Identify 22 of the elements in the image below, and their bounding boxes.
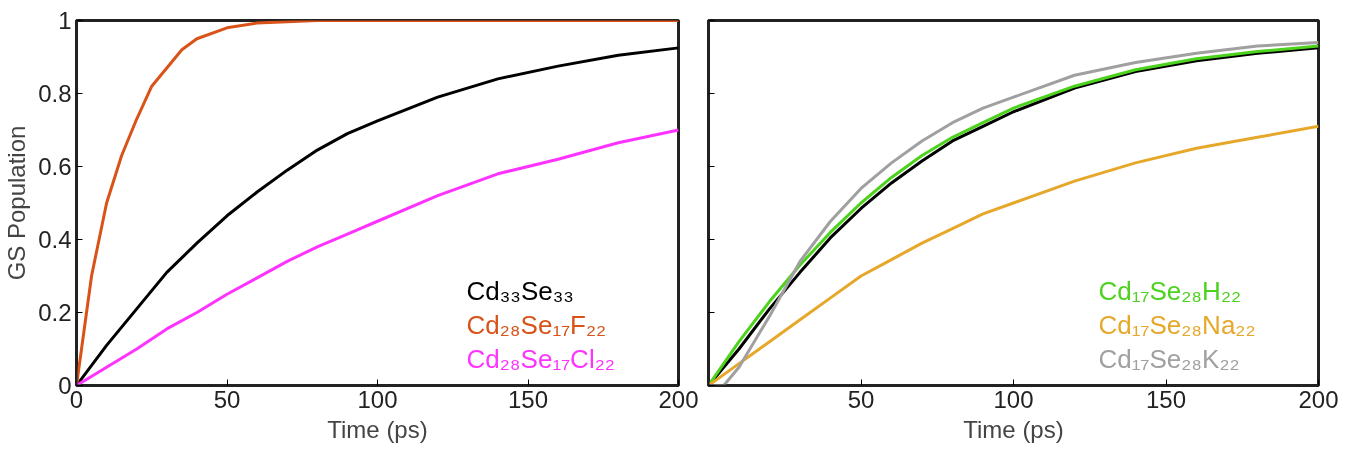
text: Cd₂₈Se₁₇Cl₂₂ [466,343,615,374]
x-tick-label: 150 [507,385,549,413]
x-tick-label: 50 [213,385,241,413]
x-axis-title: Time (ps) [963,415,1064,443]
x-tick-label: 50 [847,385,875,413]
text: Cd₁₇Se₂₈K₂₂ [1098,343,1240,374]
text: Cd₁₇Se₂₈Na₂₂ [1098,309,1256,340]
x-tick-label: 200 [658,385,699,413]
y-tick-label: 0.6 [38,153,72,180]
x-tick-label: 200 [1298,385,1339,413]
text: Cd₂₈Se₁₇F₂₂ [466,309,607,340]
y-tick-label: 0.8 [38,80,72,107]
x-tick-label: 100 [357,385,398,413]
text: Cd₁₇Se₂₈H₂₂ [1098,275,1242,306]
x-axis-title: Time (ps) [327,415,428,443]
y-tick-label: 1 [58,7,72,34]
x-tick-label: 150 [1145,385,1187,413]
y-axis-title: GS Population [3,125,31,281]
y-tick-label: 0.2 [38,299,72,326]
text: Cd₃₃Se₃₃ [466,275,574,306]
x-tick-label: 100 [993,385,1034,413]
y-tick-label: 0.4 [38,226,72,253]
